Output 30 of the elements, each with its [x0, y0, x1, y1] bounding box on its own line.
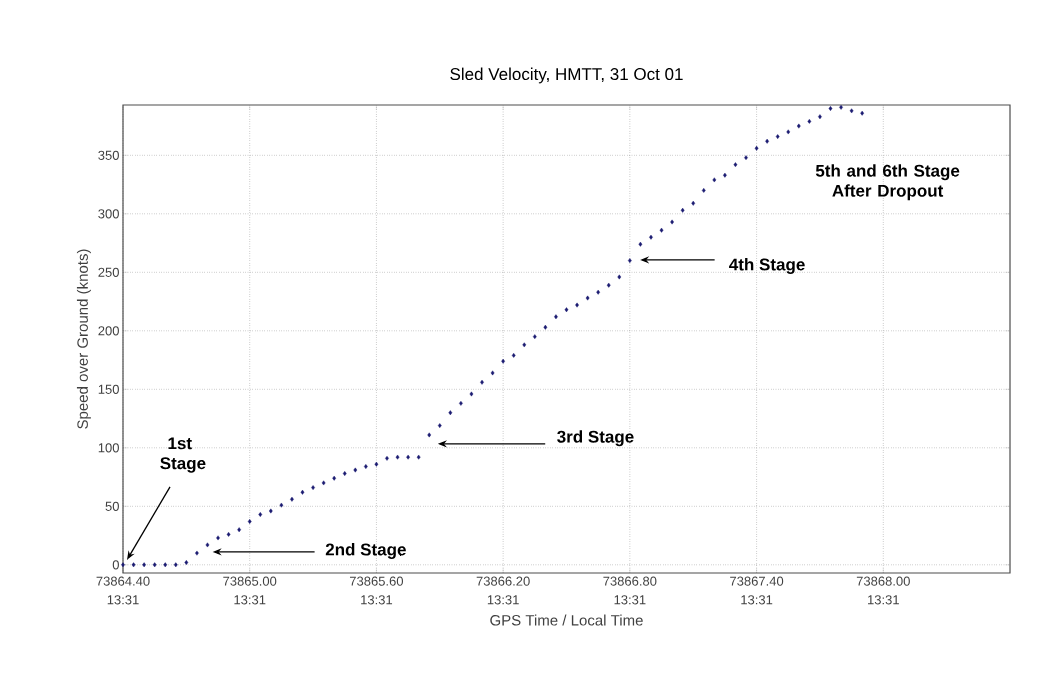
- y-tick-label: 200: [98, 326, 119, 336]
- x-tick-label: 73866.80: [603, 576, 657, 586]
- annotation: 3rd Stage: [557, 430, 634, 447]
- y-axis-title: Speed over Ground (knots): [76, 249, 91, 429]
- y-tick-label: 50: [105, 501, 119, 511]
- text: 13:31: [868, 595, 899, 605]
- annotation: 2nd Stage: [325, 543, 406, 559]
- annotation: 1st Stage: [160, 437, 206, 473]
- annotation: 5th and 6th Stage After Dropout: [815, 164, 960, 201]
- text: 13:31: [614, 595, 646, 605]
- y-tick-label: 150: [98, 384, 119, 394]
- text: 13:31: [107, 595, 139, 605]
- y-tick-label: 300: [98, 209, 119, 219]
- y-tick-label: 350: [98, 150, 119, 160]
- text: 13:31: [234, 595, 266, 605]
- text: 13:31: [487, 595, 519, 605]
- x-tick-label: 73865.60: [349, 576, 404, 586]
- text: 13:31: [361, 595, 393, 605]
- x-tick-label: 73868.00: [856, 576, 910, 586]
- annotation: 4th Stage: [729, 258, 805, 274]
- x-tick-label: 73864.40: [96, 576, 150, 586]
- chart-title: Sled Velocity, HMTT, 31 Oct 01: [450, 67, 683, 84]
- y-tick-label: 250: [98, 267, 119, 277]
- x-tick-label: 73866.20: [476, 576, 530, 586]
- x-axis-title: GPS Time / Local Time: [490, 614, 643, 626]
- y-tick-label: 100: [98, 443, 119, 453]
- text: 13:31: [741, 595, 773, 605]
- y-tick-label: 0: [112, 560, 119, 570]
- x-tick-label: 73867.40: [730, 576, 784, 586]
- x-tick-label: 73865.00: [223, 576, 277, 586]
